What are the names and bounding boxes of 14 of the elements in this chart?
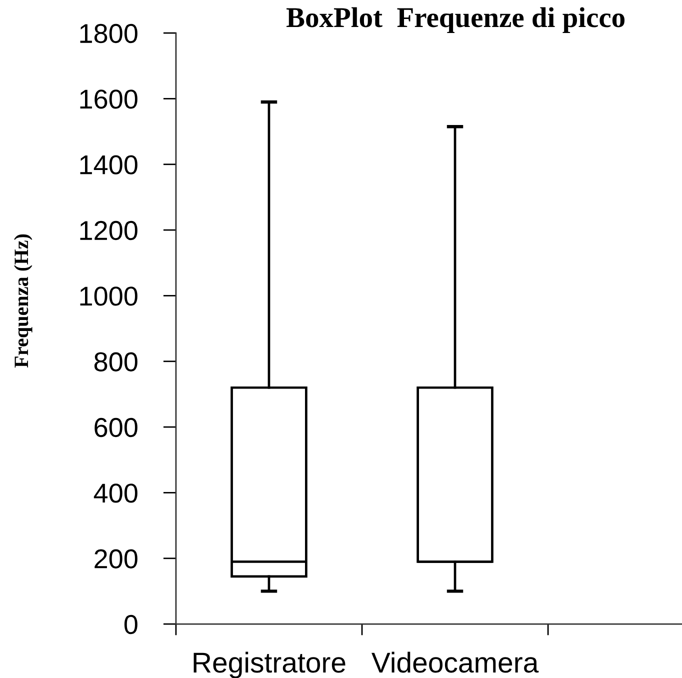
x-tick-label: Videocamera (372, 652, 539, 673)
y-tick-label: 0 (124, 614, 138, 634)
y-tick-label: 1400 (80, 155, 138, 174)
y-tick-label: 600 (94, 418, 138, 438)
y-tick-label: 400 (94, 484, 138, 503)
y-axis-title: Frequenza (Hz) (14, 234, 32, 368)
y-tick-label: 1200 (80, 220, 138, 240)
y-tick-label: 800 (94, 352, 138, 372)
y-tick-label: 1600 (80, 90, 138, 109)
y-tick-label: 200 (94, 549, 138, 568)
y-tick-label: 1000 (80, 286, 138, 306)
y-tick-label: 1800 (80, 24, 138, 44)
x-tick-label: Registratore (194, 652, 346, 678)
chart-title: BoxPlot Frequenze di picco (286, 7, 624, 34)
